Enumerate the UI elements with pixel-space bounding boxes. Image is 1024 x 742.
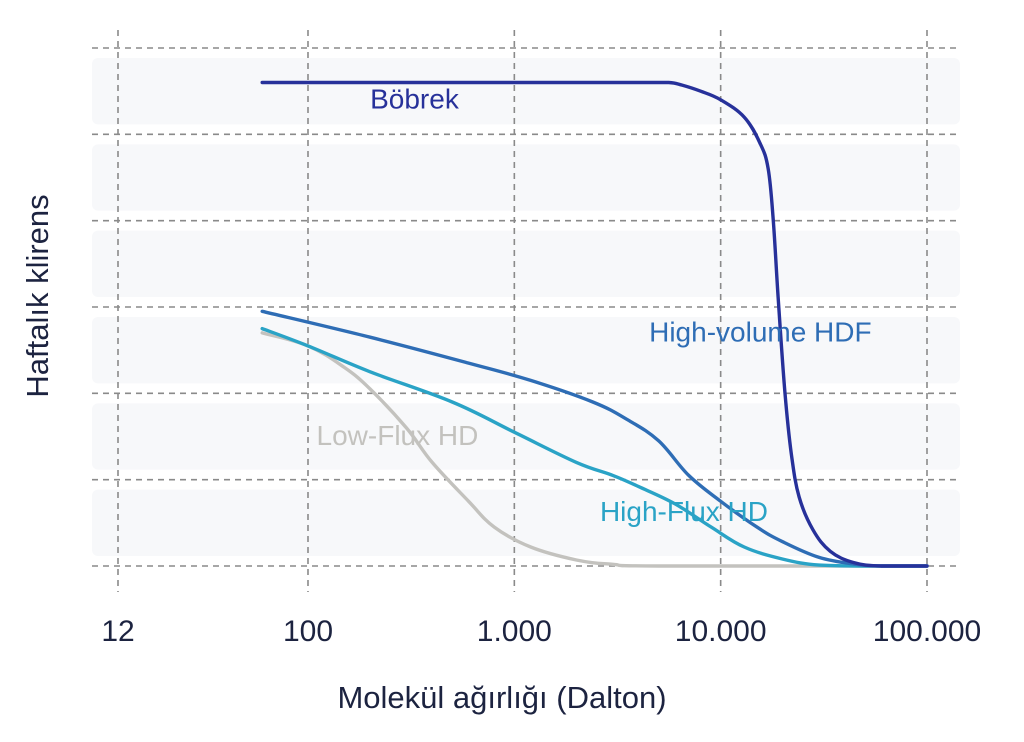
background-band	[92, 230, 960, 297]
background-band	[92, 317, 960, 384]
series-labels: Böbrek High-volume HDF High-Flux HD Low-Flu…	[317, 83, 872, 527]
series-line-high-flux-hd	[260, 326, 929, 568]
x-tick-label: 100.000	[873, 615, 981, 648]
series-line-b-brek	[260, 80, 929, 568]
background-band	[92, 489, 960, 556]
series-lines	[260, 80, 929, 568]
series-label-high-volume-hdf: High-volume HDF	[649, 317, 872, 348]
x-tick-label: 12	[101, 615, 134, 648]
x-tick-label: 10.000	[675, 615, 767, 648]
x-axis-label: Molekül ağırlığı (Dalton)	[337, 680, 666, 715]
background-bands	[92, 58, 960, 556]
series-label-b-brek: Böbrek	[370, 83, 460, 114]
series-line-low-flux-hd	[260, 331, 929, 568]
background-band	[92, 58, 960, 125]
x-tick-labels: 12 100 1.000 10.000 100.000	[101, 615, 981, 648]
series-label-low-flux-hd: Low-Flux HD	[317, 420, 479, 451]
background-band	[92, 144, 960, 211]
y-axis-label: Haftalık klirens	[20, 194, 55, 397]
series-label-high-flux-hd: High-Flux HD	[600, 496, 768, 527]
x-tick-label: 100	[283, 615, 333, 648]
series-line-high-volume-hdf	[260, 309, 929, 568]
gridlines	[92, 30, 960, 592]
x-tick-label: 1.000	[477, 615, 552, 648]
